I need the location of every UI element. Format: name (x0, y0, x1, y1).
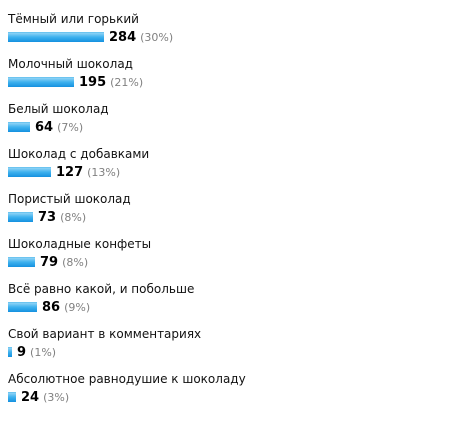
vote-bar (8, 257, 35, 267)
vote-percent: (8%) (62, 255, 89, 269)
poll-option-result: 79 (8%) (8, 254, 88, 270)
vote-bar (8, 122, 30, 132)
poll-option-result: 73 (8%) (8, 209, 86, 225)
poll-option-result: 195 (21%) (8, 74, 143, 90)
poll-option: Свой вариант в комментариях 9 (1%) (8, 327, 444, 372)
vote-count: 9 (17, 344, 27, 360)
poll-option: Молочный шоколад 195 (21%) (8, 57, 444, 102)
vote-percent: (13%) (87, 165, 121, 179)
vote-bar (8, 77, 74, 87)
vote-count: 86 (42, 299, 61, 315)
vote-bar (8, 302, 37, 312)
vote-bar (8, 167, 51, 177)
vote-bar (8, 347, 12, 357)
vote-count: 79 (40, 254, 59, 270)
vote-count: 73 (38, 209, 57, 225)
poll-option-result: 86 (9%) (8, 299, 90, 315)
vote-percent: (8%) (60, 210, 87, 224)
vote-count: 24 (21, 389, 40, 405)
poll-option: Тёмный или горький 284 (30%) (8, 12, 444, 57)
poll-option: Белый шоколад 64 (7%) (8, 102, 444, 147)
poll-option-label: Абсолютное равнодушие к шоколаду (8, 372, 246, 386)
poll-option: Пористый шоколад 73 (8%) (8, 192, 444, 237)
vote-percent: (1%) (30, 345, 57, 359)
poll-option-label: Молочный шоколад (8, 57, 133, 71)
poll-option-result: 64 (7%) (8, 119, 83, 135)
vote-bar (8, 212, 33, 222)
poll-option: Шоколадные конфеты 79 (8%) (8, 237, 444, 282)
poll-option-result: 284 (30%) (8, 29, 173, 45)
vote-bar (8, 32, 104, 42)
poll-results: Тёмный или горький 284 (30%) Молочный шо… (8, 12, 444, 417)
vote-count: 195 (79, 74, 107, 90)
poll-option: Всё равно какой, и побольше 86 (9%) (8, 282, 444, 327)
vote-percent: (7%) (57, 120, 84, 134)
vote-count: 284 (109, 29, 137, 45)
poll-option-label: Всё равно какой, и побольше (8, 282, 195, 296)
poll-option-label: Тёмный или горький (8, 12, 139, 26)
poll-option-label: Свой вариант в комментариях (8, 327, 202, 341)
poll-option-label: Белый шоколад (8, 102, 109, 116)
poll-option-label: Шоколадные конфеты (8, 237, 152, 251)
poll-option-result: 24 (3%) (8, 389, 69, 405)
poll-option: Шоколад с добавками 127 (13%) (8, 147, 444, 192)
vote-percent: (30%) (140, 30, 174, 44)
poll-option-result: 127 (13%) (8, 164, 120, 180)
poll-option-label: Шоколад с добавками (8, 147, 150, 161)
poll-option-label: Пористый шоколад (8, 192, 131, 206)
vote-count: 127 (56, 164, 84, 180)
vote-percent: (3%) (43, 390, 70, 404)
poll-option: Абсолютное равнодушие к шоколаду 24 (3%) (8, 372, 444, 417)
vote-percent: (21%) (110, 75, 144, 89)
vote-bar (8, 392, 16, 402)
vote-count: 64 (35, 119, 54, 135)
vote-percent: (9%) (64, 300, 91, 314)
poll-option-result: 9 (1%) (8, 344, 56, 360)
